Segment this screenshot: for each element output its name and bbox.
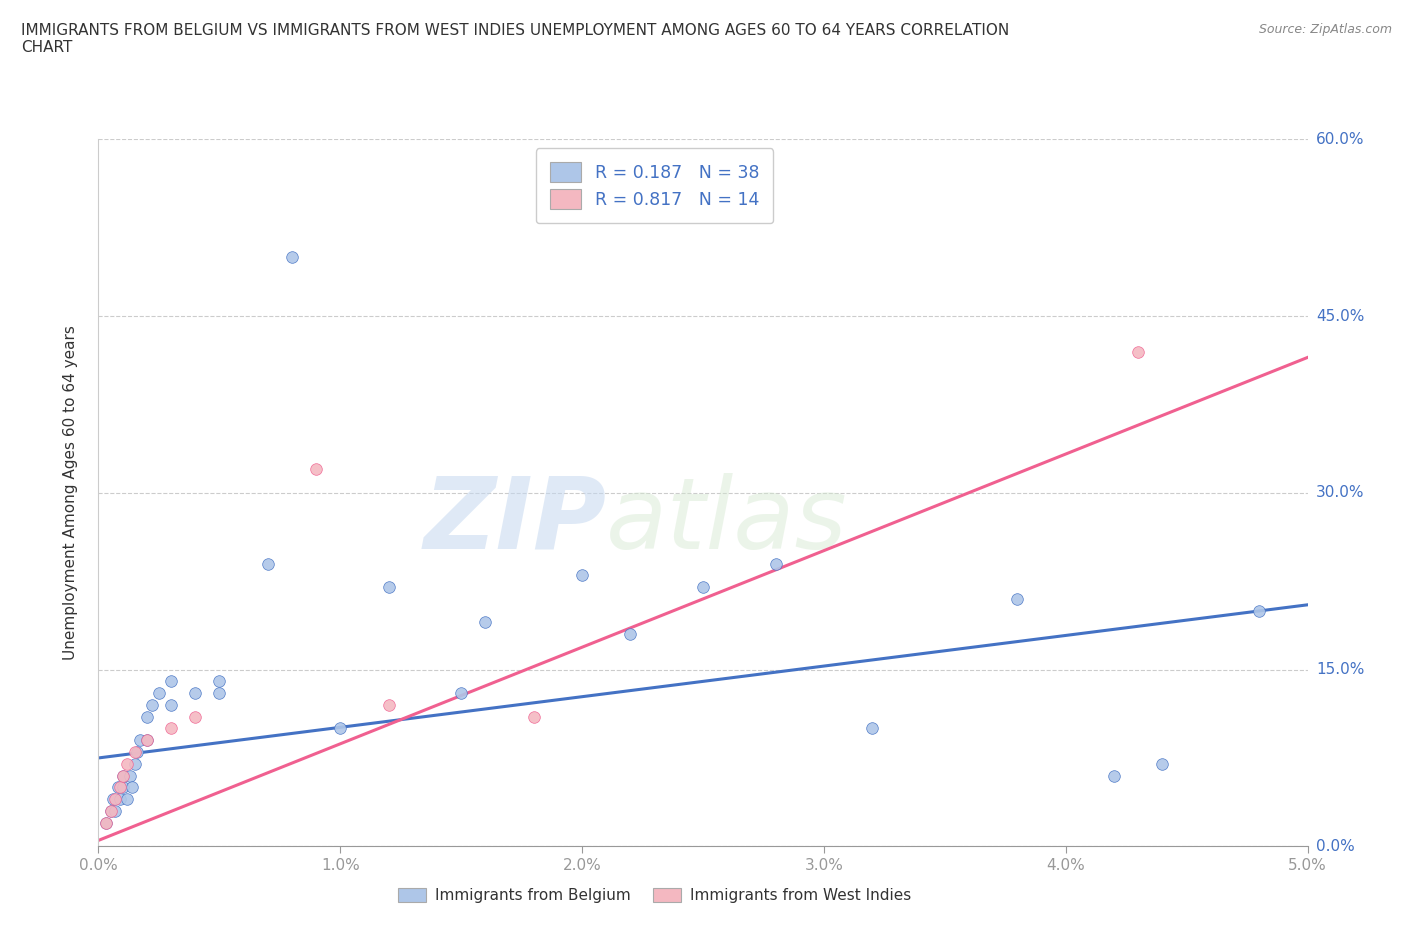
Point — [111, 780, 134, 795]
Point — [1007, 591, 1029, 606]
Point — [1249, 604, 1271, 618]
Point — [117, 791, 139, 806]
Point — [450, 685, 472, 700]
Point — [135, 710, 157, 724]
Point — [377, 698, 399, 712]
Point — [141, 698, 163, 712]
Point — [111, 768, 134, 783]
Point — [765, 556, 787, 571]
Point — [1152, 756, 1174, 771]
Point — [107, 780, 129, 795]
Point — [256, 556, 278, 571]
Point — [305, 462, 328, 477]
Point — [692, 579, 714, 594]
Text: CHART: CHART — [21, 40, 73, 55]
Point — [184, 710, 207, 724]
Text: atlas: atlas — [606, 472, 848, 570]
Point — [184, 685, 207, 700]
Point — [208, 685, 231, 700]
Text: 30.0%: 30.0% — [1316, 485, 1364, 500]
Text: 0.0%: 0.0% — [1316, 839, 1354, 854]
Point — [571, 568, 593, 583]
Point — [118, 768, 141, 783]
Point — [135, 733, 157, 748]
Point — [100, 804, 122, 818]
Point — [1102, 768, 1125, 783]
Text: ZIP: ZIP — [423, 472, 606, 570]
Point — [108, 780, 131, 795]
Point — [94, 816, 117, 830]
Point — [108, 791, 131, 806]
Text: 45.0%: 45.0% — [1316, 309, 1364, 324]
Point — [135, 733, 157, 748]
Point — [860, 721, 883, 736]
Point — [124, 745, 146, 760]
Point — [128, 733, 150, 748]
Point — [94, 816, 117, 830]
Point — [208, 674, 231, 689]
Point — [104, 804, 127, 818]
Point — [1128, 344, 1150, 359]
Text: 15.0%: 15.0% — [1316, 662, 1364, 677]
Point — [160, 674, 183, 689]
Point — [101, 791, 124, 806]
Point — [160, 721, 183, 736]
Point — [121, 780, 143, 795]
Point — [127, 745, 149, 760]
Point — [117, 756, 139, 771]
Text: 60.0%: 60.0% — [1316, 132, 1364, 147]
Point — [148, 685, 170, 700]
Point — [523, 710, 546, 724]
Y-axis label: Unemployment Among Ages 60 to 64 years: Unemployment Among Ages 60 to 64 years — [63, 326, 77, 660]
Point — [124, 756, 146, 771]
Point — [160, 698, 183, 712]
Point — [111, 768, 134, 783]
Legend: Immigrants from Belgium, Immigrants from West Indies: Immigrants from Belgium, Immigrants from… — [392, 882, 917, 910]
Text: IMMIGRANTS FROM BELGIUM VS IMMIGRANTS FROM WEST INDIES UNEMPLOYMENT AMONG AGES 6: IMMIGRANTS FROM BELGIUM VS IMMIGRANTS FR… — [21, 23, 1010, 38]
Point — [377, 579, 399, 594]
Point — [100, 804, 122, 818]
Point — [329, 721, 352, 736]
Point — [474, 615, 496, 630]
Point — [104, 791, 127, 806]
Point — [619, 627, 641, 642]
Text: Source: ZipAtlas.com: Source: ZipAtlas.com — [1258, 23, 1392, 36]
Point — [281, 250, 304, 265]
